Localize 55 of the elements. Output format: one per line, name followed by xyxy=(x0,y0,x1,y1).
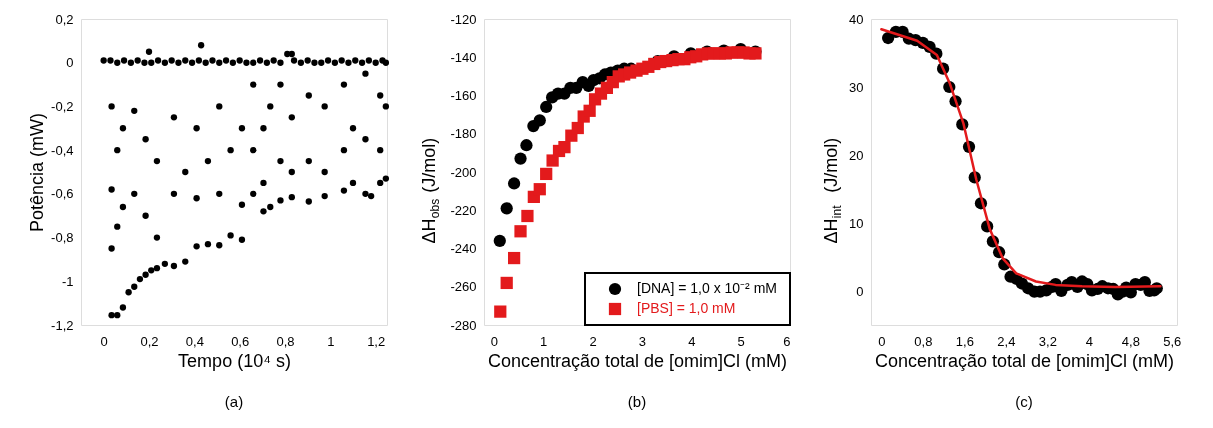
x-tick-label: 6 xyxy=(783,333,791,349)
y-tick-label: -140 xyxy=(450,49,477,65)
y-tick-label: 0 xyxy=(66,55,74,71)
x-tick-label: 0,8 xyxy=(914,333,933,349)
y-axis-title: Potência (mW) xyxy=(27,112,48,233)
x-tick-label: 0 xyxy=(878,333,886,349)
y-tick-label: -120 xyxy=(450,11,477,27)
x-tick-label: 0,6 xyxy=(231,333,250,349)
x-tick-label: 0,4 xyxy=(185,333,204,349)
y-tick-label: 30 xyxy=(849,79,864,95)
x-tick-label: 5,6 xyxy=(1163,333,1182,349)
y-tick-label: -220 xyxy=(450,202,477,218)
x-tick-label: 4 xyxy=(1085,333,1093,349)
x-tick-label: 1 xyxy=(327,333,335,349)
x-tick-label: 0 xyxy=(490,333,498,349)
y-tick-label: 10 xyxy=(849,215,864,231)
x-tick-label: 3 xyxy=(638,333,647,349)
x-tick-label: 0,8 xyxy=(276,333,295,349)
x-tick-label: 0 xyxy=(100,333,108,349)
text: (a) xyxy=(224,393,244,410)
legend-label: [PBS] = 1,0 mM xyxy=(637,300,736,316)
y-tick-label: -0,6 xyxy=(51,186,74,202)
y-tick-label: 0,2 xyxy=(55,11,74,27)
text: (c) xyxy=(1015,393,1033,410)
y-tick-label: -280 xyxy=(450,317,477,333)
x-tick-label: 5 xyxy=(737,333,745,349)
y-tick-label: -180 xyxy=(450,126,477,142)
x-axis-title: Concentração total de [omim]Cl (mM) xyxy=(487,350,788,371)
x-axis-title: Tempo (10⁴ s) xyxy=(178,350,291,371)
legend-label: [DNA] = 1,0 x 10⁻² mM xyxy=(637,280,777,296)
x-tick-label: 1,2 xyxy=(367,333,386,349)
x-tick-label: 1,6 xyxy=(955,333,974,349)
x-tick-label: 2 xyxy=(589,333,597,349)
y-tick-label: 0 xyxy=(856,283,864,299)
y-tick-label: -1,2 xyxy=(51,317,74,333)
x-tick-label: 1 xyxy=(540,333,548,349)
y-tick-label: -240 xyxy=(450,241,477,256)
y-tick-label: 20 xyxy=(849,147,864,163)
y-axis-title: ΔHobs (J/mol) xyxy=(419,137,442,244)
y-tick-label: -200 xyxy=(450,164,477,180)
x-tick-label: 2,4 xyxy=(997,333,1016,349)
x-tick-label: 0,2 xyxy=(140,333,159,349)
y-tick-label: -260 xyxy=(450,279,477,295)
y-axis-title: ΔHint (J/mol) xyxy=(821,137,844,244)
y-tick-label: -0,2 xyxy=(51,98,74,114)
y-tick-label: -0,8 xyxy=(51,230,74,246)
x-tick-label: 4,8 xyxy=(1121,333,1140,349)
text: (b) xyxy=(627,393,647,410)
y-tick-label: 40 xyxy=(849,11,864,27)
y-tick-label: -1 xyxy=(61,273,74,289)
x-tick-label: 4 xyxy=(688,333,696,349)
x-axis-title: Concentração total de [omim]Cl (mM) xyxy=(874,350,1175,371)
y-tick-label: -0,4 xyxy=(51,142,74,158)
x-tick-label: 3,2 xyxy=(1038,333,1057,349)
y-tick-label: -160 xyxy=(450,88,477,103)
